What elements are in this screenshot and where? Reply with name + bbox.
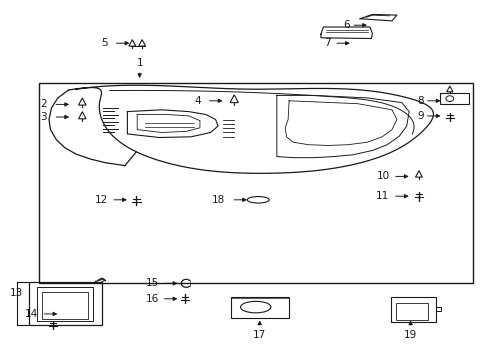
Text: 14: 14 — [24, 309, 38, 319]
Text: 8: 8 — [417, 96, 424, 106]
Text: 2: 2 — [40, 99, 47, 109]
Text: 3: 3 — [40, 112, 47, 122]
Text: 1: 1 — [136, 58, 143, 68]
Bar — [396, 303, 428, 320]
Bar — [440, 93, 469, 104]
Bar — [42, 292, 88, 319]
Bar — [29, 282, 102, 325]
Bar — [37, 287, 93, 321]
Bar — [39, 83, 473, 283]
Text: 12: 12 — [95, 195, 108, 205]
Text: 13: 13 — [10, 288, 23, 298]
Text: 9: 9 — [417, 111, 424, 121]
Text: 7: 7 — [324, 38, 331, 48]
Text: 16: 16 — [146, 294, 159, 304]
Text: 6: 6 — [343, 20, 350, 30]
Bar — [231, 297, 289, 318]
Text: 15: 15 — [146, 278, 159, 288]
Text: 19: 19 — [404, 330, 417, 340]
Text: 4: 4 — [194, 96, 201, 106]
Text: 5: 5 — [101, 38, 108, 48]
Text: 11: 11 — [376, 191, 390, 201]
Bar — [391, 297, 436, 322]
Text: 17: 17 — [253, 330, 267, 340]
Text: 18: 18 — [212, 195, 225, 205]
Text: 10: 10 — [376, 171, 390, 181]
